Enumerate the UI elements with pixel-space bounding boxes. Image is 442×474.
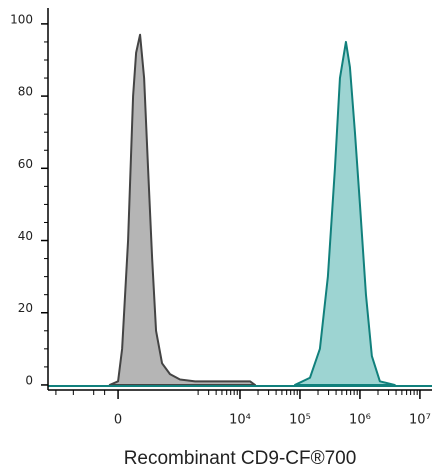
- x-tick-label: 10⁷: [409, 413, 431, 428]
- y-tick-label: 100: [10, 12, 33, 26]
- x-tick-label: 0: [114, 413, 122, 428]
- y-tick-label: 0: [25, 373, 33, 387]
- y-tick-label: 60: [18, 157, 33, 171]
- x-tick-label: 10⁴: [229, 413, 251, 428]
- y-tick-label: 40: [18, 229, 33, 243]
- x-tick-label: 10⁵: [289, 413, 311, 428]
- histogram-area: [293, 40, 396, 386]
- y-tick-label: 80: [18, 85, 33, 99]
- x-tick-label: 10⁶: [349, 413, 371, 428]
- x-axis-label: Recombinant CD9-CF®700: [124, 448, 357, 469]
- histogram-area: [108, 33, 257, 386]
- y-tick-label: 20: [18, 301, 33, 315]
